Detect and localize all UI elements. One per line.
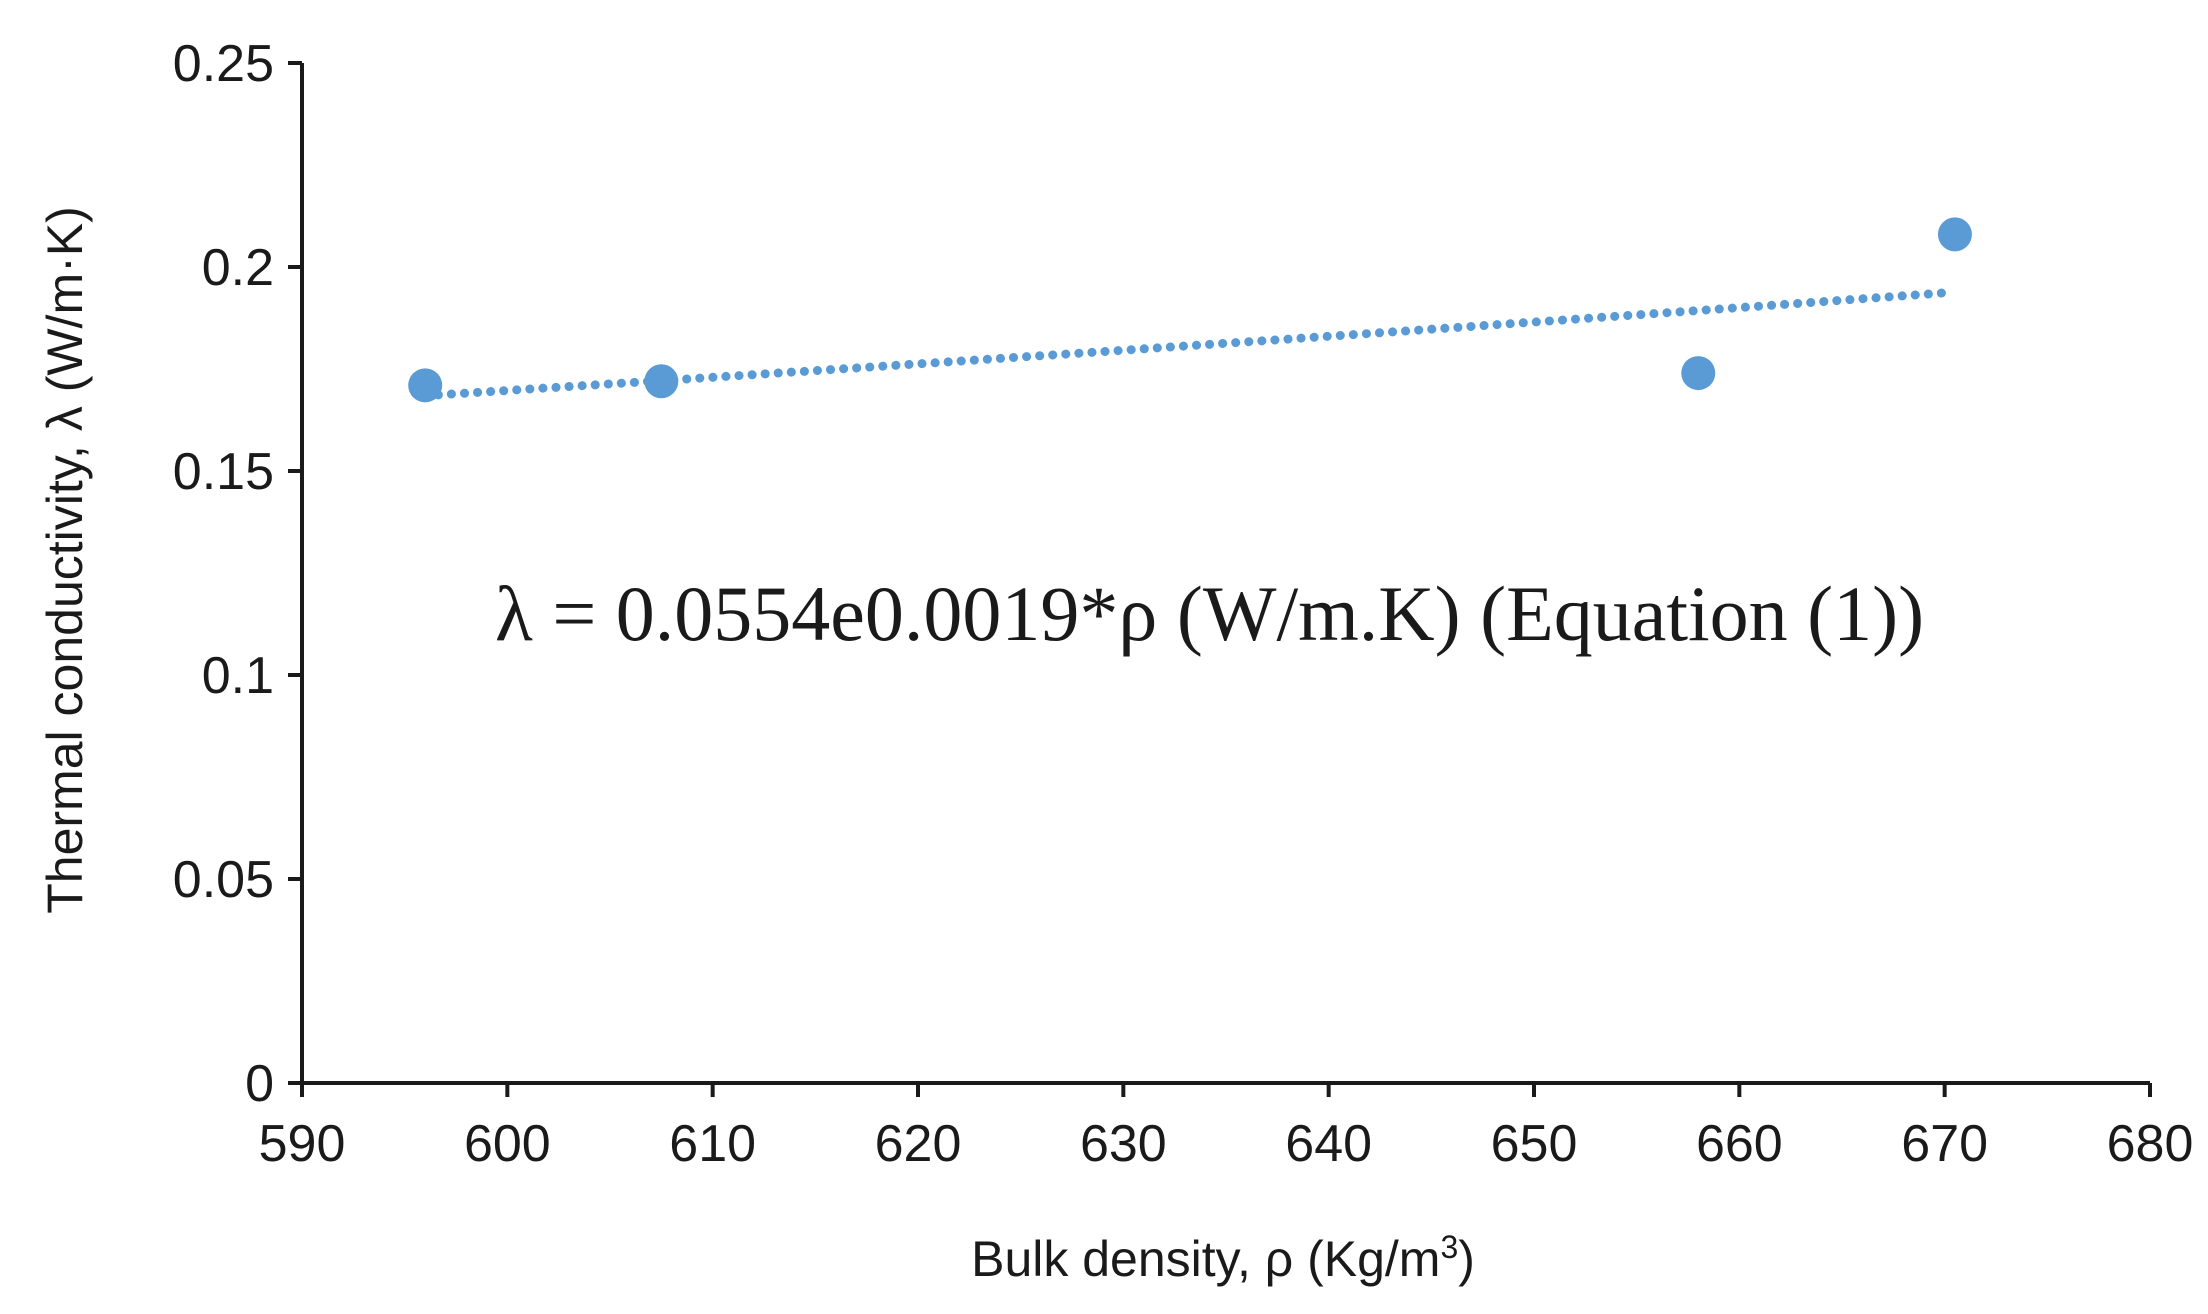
x-tick-label: 610 xyxy=(669,1115,756,1173)
y-axis-title: Thermal conductivity, λ (W/m·K) xyxy=(37,206,93,914)
x-axis-title: Bulk density, ρ (Kg/m3) xyxy=(971,1229,1475,1287)
x-tick-label: 630 xyxy=(1080,1115,1167,1173)
y-axis-ticks: 0 0.05 0.1 0.15 0.2 0.25 xyxy=(173,35,302,1113)
x-tick-label: 640 xyxy=(1285,1115,1372,1173)
y-tick-label: 0.05 xyxy=(173,851,274,909)
x-tick-label: 680 xyxy=(2107,1115,2194,1173)
x-tick-label: 670 xyxy=(1901,1115,1988,1173)
y-tick-label: 0 xyxy=(245,1055,274,1113)
data-point xyxy=(408,368,443,403)
y-tick-label: 0.2 xyxy=(202,239,274,297)
y-tick-label: 0.25 xyxy=(173,35,274,93)
x-axis-ticks: 590 600 610 620 630 640 650 660 670 680 xyxy=(259,1083,2194,1173)
data-points xyxy=(408,217,1972,403)
trendline-equation: λ = 0.0554e0.0019*ρ (W/m.K) (Equation (1… xyxy=(495,570,1924,657)
data-point xyxy=(1937,217,1972,252)
x-tick-label: 660 xyxy=(1696,1115,1783,1173)
trendline-layer xyxy=(420,288,1950,401)
y-tick-label: 0.1 xyxy=(202,647,274,705)
data-point xyxy=(1681,356,1716,391)
trendline xyxy=(420,288,1950,401)
x-tick-label: 650 xyxy=(1491,1115,1578,1173)
y-tick-label: 0.15 xyxy=(173,443,274,501)
x-tick-label: 620 xyxy=(875,1115,962,1173)
x-tick-label: 590 xyxy=(259,1115,346,1173)
x-tick-label: 600 xyxy=(464,1115,551,1173)
data-point xyxy=(644,364,679,399)
